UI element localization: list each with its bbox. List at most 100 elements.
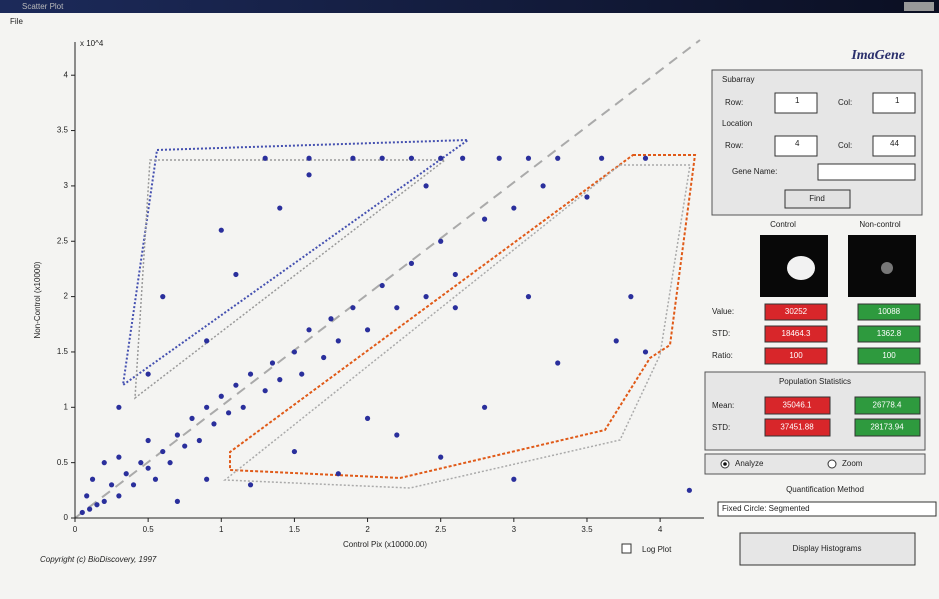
gene-name-input[interactable] xyxy=(817,163,916,181)
subarray-label: Subarray xyxy=(722,75,754,84)
find-button[interactable] xyxy=(784,189,851,209)
point xyxy=(174,498,180,504)
quant-dropdown[interactable] xyxy=(717,501,937,517)
blue-region xyxy=(121,138,472,388)
stat-box xyxy=(764,325,828,343)
col2-input[interactable] xyxy=(872,135,916,157)
point xyxy=(277,377,283,383)
point xyxy=(247,371,254,377)
stat-box xyxy=(857,347,921,365)
point xyxy=(555,155,561,161)
noncontrol-label: Non-control xyxy=(859,220,901,229)
stat-box xyxy=(764,303,828,321)
x-tick-label: 4 xyxy=(658,525,663,534)
row2-value: 4 xyxy=(795,139,800,148)
zoom-label: Zoom xyxy=(842,459,863,468)
pop-value: 37451.88 xyxy=(780,423,814,432)
point xyxy=(123,471,129,477)
point xyxy=(262,388,268,394)
pop-box xyxy=(764,396,831,415)
col-input[interactable] xyxy=(872,92,916,114)
point xyxy=(299,371,305,377)
point xyxy=(89,476,96,482)
point xyxy=(306,172,312,178)
stat-value: 30252 xyxy=(785,307,808,316)
point xyxy=(160,448,166,455)
row-label: Row: xyxy=(725,98,743,107)
stat-value: 1362.8 xyxy=(877,329,902,338)
log-plot-checkbox[interactable] xyxy=(621,543,632,554)
point xyxy=(350,155,356,161)
mode-group xyxy=(704,453,926,475)
pop-value: 26778.4 xyxy=(873,401,902,410)
point xyxy=(116,493,122,499)
axis-multiplier: x 10^4 xyxy=(80,39,104,48)
menu-file[interactable]: File xyxy=(10,17,23,26)
y-tick-label: 3 xyxy=(64,181,69,190)
stat-box xyxy=(764,347,828,365)
point xyxy=(101,498,107,504)
point xyxy=(364,327,371,333)
std-label: STD: xyxy=(712,329,730,338)
value-label: Value: xyxy=(712,307,734,316)
stat-value: 18464.3 xyxy=(782,329,811,338)
orange-region-outline xyxy=(222,164,691,489)
point xyxy=(182,443,188,449)
y-tick-label: 0.5 xyxy=(57,458,69,467)
point xyxy=(408,260,415,266)
point xyxy=(94,502,100,508)
point xyxy=(525,294,532,300)
point xyxy=(306,327,312,333)
point xyxy=(291,448,298,455)
point xyxy=(379,155,385,161)
log-plot-label: Log Plot xyxy=(642,545,672,554)
histogram-text: Display Histograms xyxy=(793,544,862,553)
copyright: Copyright (c) BioDiscovery, 1997 xyxy=(40,555,157,564)
row2-input[interactable] xyxy=(774,135,818,157)
col-value: 1 xyxy=(895,96,900,105)
point xyxy=(642,349,649,355)
point xyxy=(196,437,202,444)
point xyxy=(496,155,502,161)
col2-label: Col: xyxy=(838,141,852,150)
quant-label: Quantification Method xyxy=(786,485,864,494)
point xyxy=(218,393,224,399)
point xyxy=(686,487,692,493)
pop-std-label: STD: xyxy=(712,423,730,432)
x-tick-label: 0 xyxy=(73,525,78,534)
analyze-dot xyxy=(723,462,727,466)
control-label: Control xyxy=(770,220,796,229)
point xyxy=(328,316,334,322)
point xyxy=(277,205,283,211)
window-buttons[interactable] xyxy=(904,2,934,11)
point xyxy=(460,155,466,161)
point xyxy=(599,155,605,161)
histogram-button[interactable] xyxy=(739,532,916,566)
control-spot xyxy=(787,256,815,280)
stat-value: 100 xyxy=(789,351,803,360)
x-tick-label: 2 xyxy=(365,525,370,534)
point xyxy=(189,415,195,421)
x-tick-label: 3 xyxy=(512,525,517,534)
point xyxy=(555,360,561,366)
x-tick-label: 3.5 xyxy=(581,525,593,534)
point xyxy=(438,238,444,244)
point xyxy=(138,460,144,466)
pop-value: 35046.1 xyxy=(783,401,812,410)
zoom-radio[interactable] xyxy=(827,459,837,469)
point xyxy=(511,476,517,482)
point xyxy=(247,482,254,488)
point xyxy=(438,454,444,460)
point xyxy=(335,471,341,477)
pop-rows: 35046.1 37451.88 26778.4 28173.94 xyxy=(764,396,921,437)
quant-value: Fixed Circle: Segmented xyxy=(722,504,810,513)
point xyxy=(394,305,400,311)
point xyxy=(160,294,166,300)
point xyxy=(152,476,159,482)
point xyxy=(204,476,210,482)
row2-label: Row: xyxy=(725,141,743,150)
point xyxy=(108,482,115,488)
row-input[interactable] xyxy=(774,92,818,114)
find-text: Find xyxy=(809,194,825,203)
